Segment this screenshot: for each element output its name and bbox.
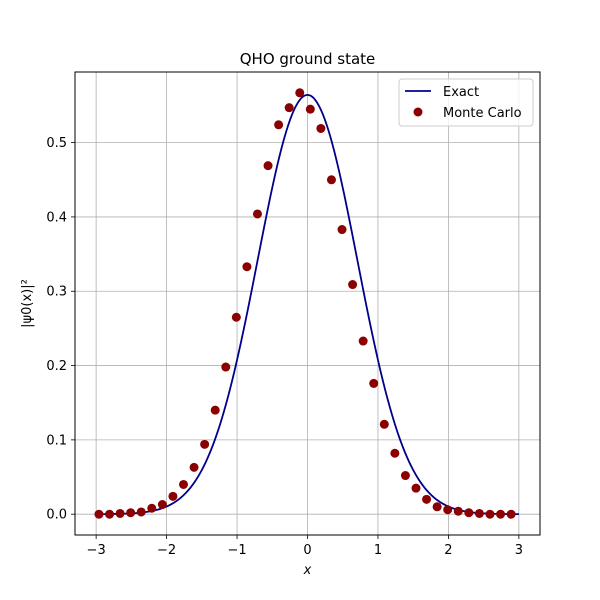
monte-carlo-point [168,491,178,501]
monte-carlo-point [432,502,442,512]
monte-carlo-point [316,123,326,133]
monte-carlo-point [200,439,210,449]
monte-carlo-point [390,448,400,458]
monte-carlo-point [221,362,231,372]
chart-title: QHO ground state [240,50,376,68]
x-axis-label: x [303,563,312,578]
monte-carlo-point [242,262,252,272]
monte-carlo-point [136,507,146,517]
monte-carlo-point [464,508,474,518]
monte-carlo-point [496,509,506,519]
x-tick-label: 0 [303,543,311,558]
x-tick-label: 2 [444,543,452,558]
monte-carlo-point [305,104,315,114]
monte-carlo-point [411,483,421,493]
legend-exact-label: Exact [443,85,479,100]
monte-carlo-point [231,312,241,322]
x-tick-label: 3 [515,543,523,558]
monte-carlo-point [126,508,136,518]
monte-carlo-point [189,462,199,472]
y-tick-label: 0.5 [46,136,67,151]
monte-carlo-point [422,494,432,504]
legend: Exact Monte Carlo [398,78,534,127]
monte-carlo-point [443,505,453,515]
monte-carlo-point [295,88,305,98]
y-axis-label: |ψ0(x)|² [20,279,35,328]
monte-carlo-point [369,378,379,388]
monte-carlo-point [263,161,273,171]
monte-carlo-point [379,419,389,429]
monte-carlo-point [400,471,410,481]
monte-carlo-point [157,500,167,510]
monte-carlo-point [337,225,347,235]
monte-carlo-point [94,509,104,519]
y-tick-label: 0.3 [46,285,67,300]
monte-carlo-point [105,509,115,519]
monte-carlo-point [506,509,516,519]
legend-monte-carlo-swatch [413,107,423,117]
monte-carlo-point [348,280,358,290]
monte-carlo-point [210,405,220,415]
grid-lines [75,72,540,535]
monte-carlo-point [284,103,294,113]
x-tick-label: 1 [374,543,382,558]
y-tick-label: 0.2 [46,359,67,374]
monte-carlo-point [358,336,368,346]
monte-carlo-point [485,509,495,519]
axis-ticks: −3 −2 −1 0 1 2 3 0.0 0.1 0.2 0.3 0.4 0.5 [46,136,523,558]
monte-carlo-point [326,175,336,185]
monte-carlo-point [453,506,463,516]
monte-carlo-point [252,209,262,219]
x-tick-label: −1 [227,543,246,558]
y-tick-label: 0.1 [46,433,67,448]
y-tick-label: 0.0 [46,508,67,523]
y-tick-label: 0.4 [46,210,67,225]
monte-carlo-point [179,479,188,489]
monte-carlo-point [115,508,125,518]
monte-carlo-point [274,120,284,130]
x-tick-label: −2 [157,543,176,558]
monte-carlo-point [474,508,484,518]
legend-box [398,78,534,127]
legend-monte-carlo-label: Monte Carlo [443,106,522,121]
plot-area [94,88,519,519]
monte-carlo-point [147,503,157,513]
x-tick-label: −3 [87,543,106,558]
